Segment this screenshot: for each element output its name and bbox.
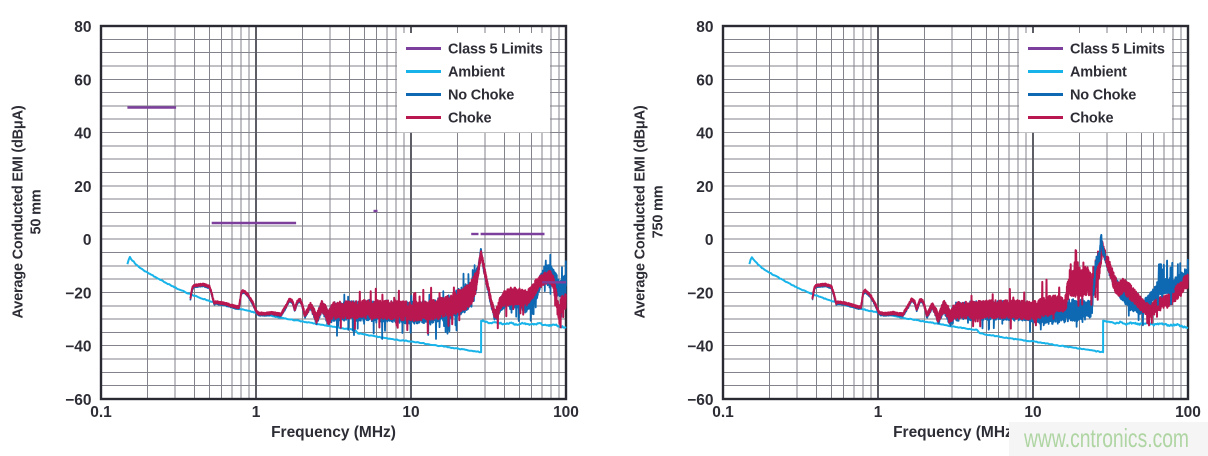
svg-text:−40: −40 — [687, 339, 713, 356]
svg-text:−20: −20 — [65, 285, 91, 302]
svg-text:0.1: 0.1 — [712, 404, 734, 421]
svg-text:1: 1 — [874, 404, 883, 421]
svg-text:0.1: 0.1 — [90, 404, 112, 421]
svg-text:10: 10 — [1024, 404, 1041, 421]
svg-text:20: 20 — [696, 179, 713, 196]
svg-text:100: 100 — [553, 404, 579, 421]
svg-text:60: 60 — [696, 72, 713, 89]
svg-text:Average Conducted EMI (dBμA): Average Conducted EMI (dBμA) — [633, 105, 649, 318]
svg-text:Class 5 Limits: Class 5 Limits — [448, 42, 543, 58]
svg-text:1: 1 — [252, 404, 261, 421]
svg-text:−60: −60 — [687, 392, 713, 409]
svg-text:No Choke: No Choke — [1070, 88, 1136, 104]
svg-text:Average Conducted EMI (dBμA): Average Conducted EMI (dBμA) — [11, 105, 27, 318]
svg-text:0: 0 — [705, 232, 714, 249]
svg-text:80: 80 — [696, 19, 713, 36]
svg-text:Ambient: Ambient — [448, 65, 505, 81]
svg-text:Frequency (MHz): Frequency (MHz) — [271, 424, 396, 441]
svg-text:−20: −20 — [687, 285, 713, 302]
svg-text:0: 0 — [83, 232, 92, 249]
svg-text:−60: −60 — [65, 392, 91, 409]
svg-text:100: 100 — [1175, 404, 1201, 421]
svg-text:60: 60 — [74, 72, 91, 89]
svg-text:−40: −40 — [65, 339, 91, 356]
svg-text:Class 5 Limits: Class 5 Limits — [1070, 42, 1165, 58]
svg-text:Ambient: Ambient — [1070, 65, 1127, 81]
svg-text:Choke: Choke — [448, 111, 491, 127]
svg-text:Frequency (MHz): Frequency (MHz) — [893, 424, 1018, 441]
svg-text:Choke: Choke — [1070, 111, 1113, 127]
svg-text:40: 40 — [74, 126, 91, 143]
svg-text:40: 40 — [696, 126, 713, 143]
svg-text:www.cntronics.com: www.cntronics.com — [1023, 423, 1189, 453]
svg-text:No Choke: No Choke — [448, 88, 514, 104]
svg-text:50 mm: 50 mm — [29, 190, 45, 235]
svg-text:80: 80 — [74, 19, 91, 36]
svg-text:10: 10 — [402, 404, 419, 421]
svg-text:750 mm: 750 mm — [651, 186, 667, 239]
svg-text:20: 20 — [74, 179, 91, 196]
